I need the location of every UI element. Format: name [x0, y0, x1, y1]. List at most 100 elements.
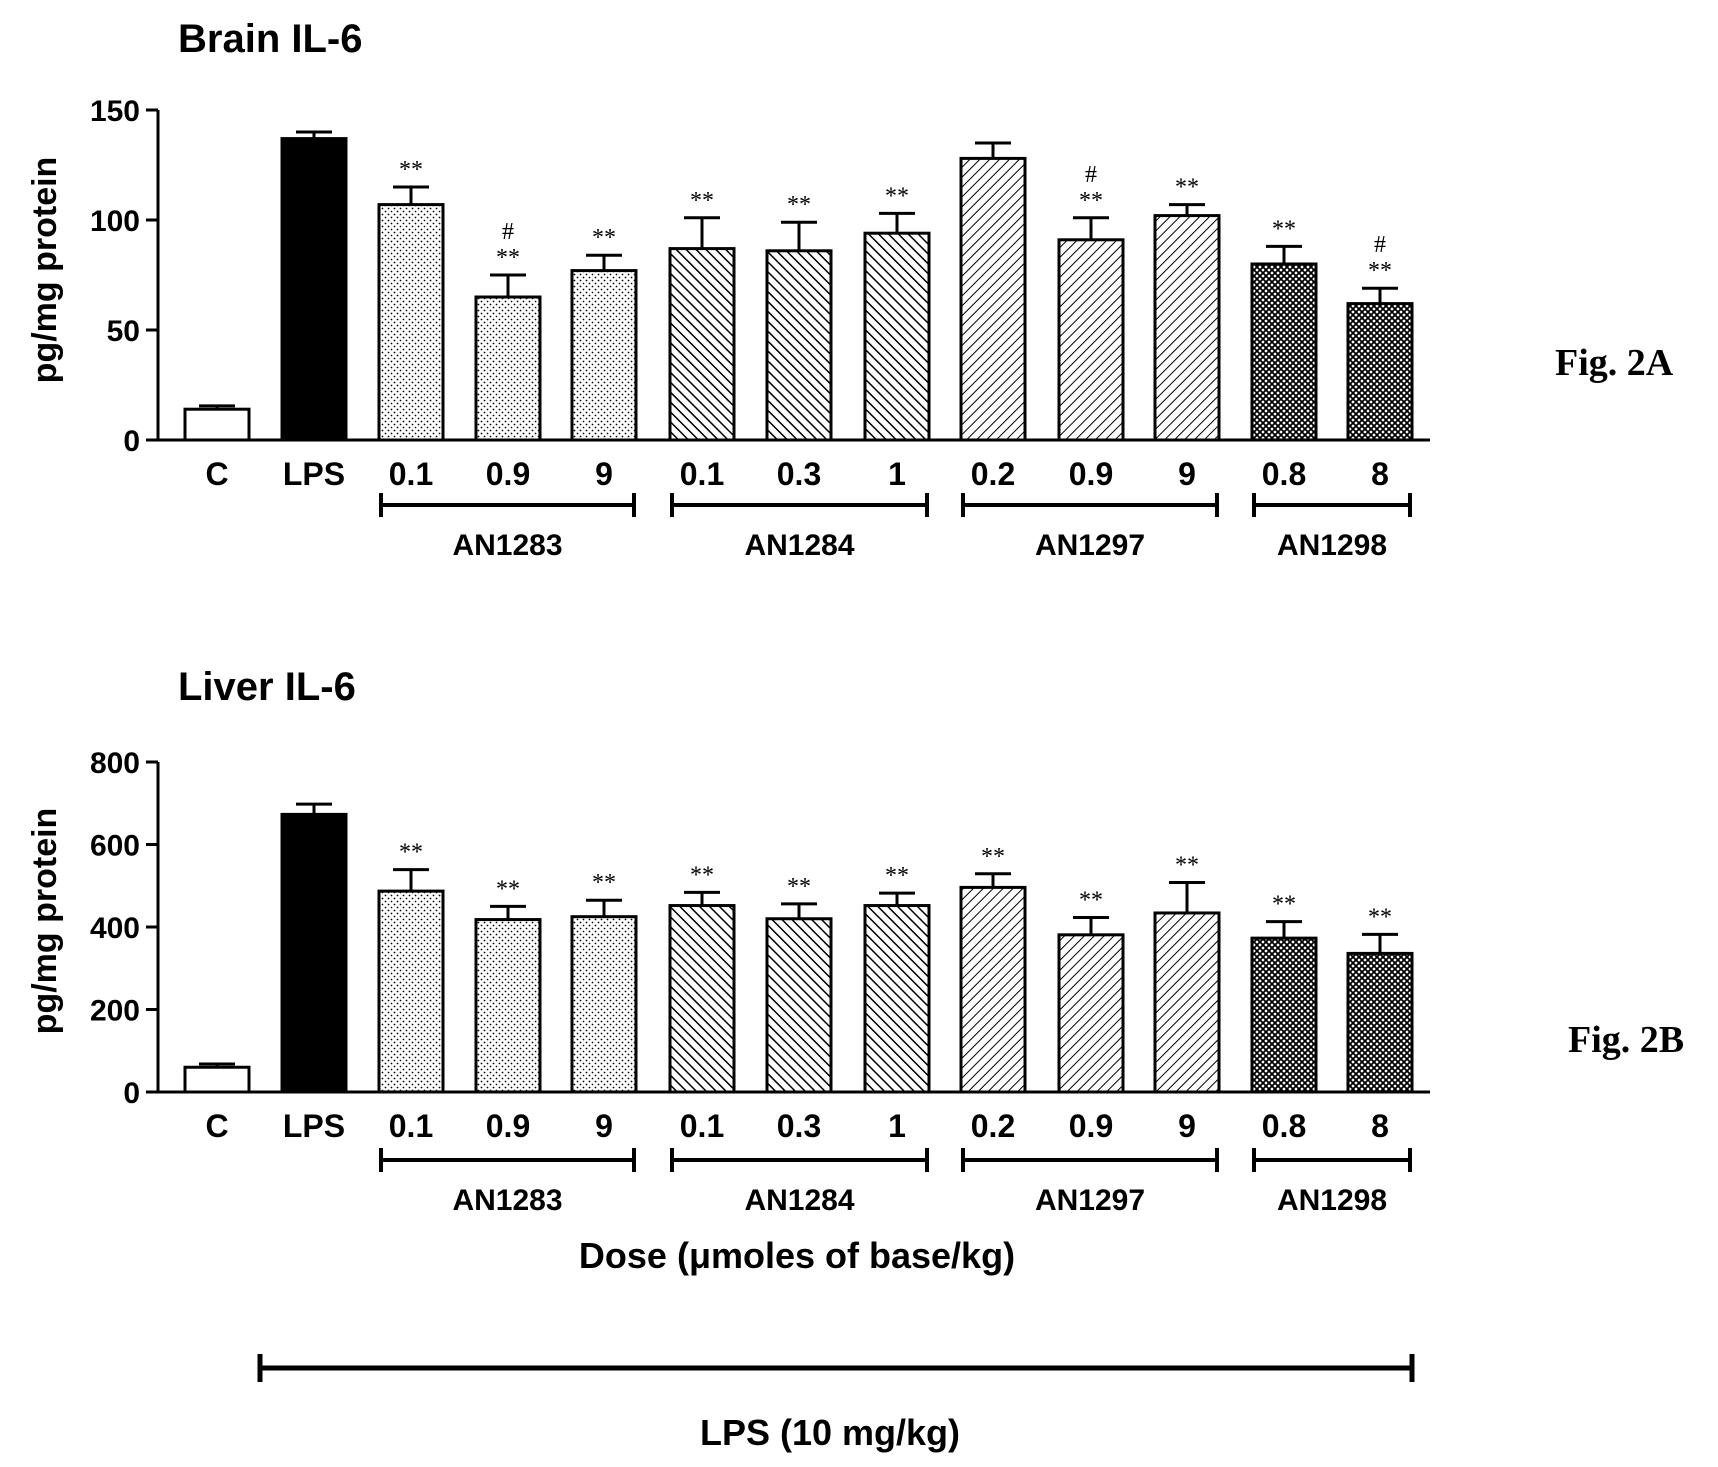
significance-marker: ** [1175, 175, 1199, 201]
category-label: 0.8 [1262, 456, 1306, 492]
significance-marker: ** [399, 840, 423, 866]
group-label: AN1283 [452, 1184, 562, 1217]
bar [474, 918, 542, 1094]
group-label: AN1297 [1035, 529, 1145, 562]
bar [280, 812, 348, 1094]
bar [280, 137, 348, 442]
bar [570, 915, 638, 1094]
bar [863, 231, 931, 442]
bar [570, 269, 638, 442]
bar [668, 904, 736, 1094]
category-label: 8 [1371, 1108, 1389, 1144]
category-label: LPS [283, 456, 345, 492]
bar [1250, 936, 1318, 1094]
significance-marker: ** [787, 192, 811, 218]
category-label: C [205, 1108, 228, 1144]
group-label: AN1297 [1035, 1184, 1145, 1217]
hash-marker: # [1374, 232, 1386, 258]
bar [1153, 911, 1221, 1094]
category-label: 0.9 [486, 1108, 530, 1144]
y-tick-label: 400 [90, 912, 140, 945]
bar [765, 249, 833, 442]
category-label: 1 [888, 1108, 906, 1144]
category-label: 0.1 [680, 456, 724, 492]
bar [959, 885, 1027, 1094]
significance-marker: ** [885, 183, 909, 209]
bar [668, 247, 736, 442]
category-label: 0.2 [971, 456, 1015, 492]
bar [377, 889, 445, 1094]
y-tick-label: 800 [90, 747, 140, 780]
category-label: 0.3 [777, 456, 821, 492]
hash-marker: # [1085, 162, 1097, 188]
y-tick-label: 0 [123, 425, 140, 458]
group-label: AN1298 [1277, 1184, 1387, 1217]
y-tick-label: 100 [90, 205, 140, 238]
liver-il6-panel: Liver IL-6 pg/mg protein Fig. 2B Dose (μ… [26, 665, 1684, 1276]
bar [863, 904, 931, 1094]
category-label: 0.1 [389, 456, 433, 492]
significance-marker: ** [690, 862, 714, 888]
significance-marker: ** [1368, 904, 1392, 930]
category-label: 0.8 [1262, 1108, 1306, 1144]
significance-marker: ** [885, 863, 909, 889]
lps-bracket: LPS (10 mg/kg) [257, 1354, 1415, 1453]
significance-marker: ** [1272, 892, 1296, 918]
category-label: 9 [1178, 456, 1196, 492]
significance-marker: ** [1079, 888, 1103, 914]
category-label: 0.9 [486, 456, 530, 492]
bar [959, 156, 1027, 442]
significance-marker: ** [981, 844, 1005, 870]
group-label: AN1283 [452, 529, 562, 562]
lps-bracket-label: LPS (10 mg/kg) [700, 1412, 960, 1453]
bar [377, 203, 445, 442]
bar [1057, 933, 1125, 1094]
category-label: LPS [283, 1108, 345, 1144]
category-label: 1 [888, 456, 906, 492]
significance-marker: ** [690, 188, 714, 214]
bar [1346, 302, 1414, 442]
bar [1057, 238, 1125, 442]
chart-title: Brain IL-6 [178, 17, 362, 61]
category-label: 9 [1178, 1108, 1196, 1144]
category-label: 0.1 [389, 1108, 433, 1144]
bar [765, 917, 833, 1094]
significance-marker: ** [1272, 216, 1296, 242]
y-tick-label: 150 [90, 95, 140, 128]
category-label: 0.3 [777, 1108, 821, 1144]
bar [183, 1065, 251, 1094]
chart-title: Liver IL-6 [178, 665, 356, 709]
y-axis-label: pg/mg protein [26, 157, 64, 384]
brain-il6-panel: Brain IL-6 pg/mg protein Fig. 2A 0 50 100 1… [26, 17, 1674, 562]
y-tick-label: 600 [90, 830, 140, 863]
significance-marker: ** [592, 870, 616, 896]
figure-label: Fig. 2B [1568, 1019, 1684, 1061]
category-label: 0.1 [680, 1108, 724, 1144]
significance-marker: ** [1368, 258, 1392, 284]
category-label: C [205, 456, 228, 492]
significance-marker: ** [496, 876, 520, 902]
group-label: AN1284 [744, 529, 854, 562]
significance-marker: ** [496, 245, 520, 271]
category-label: 9 [595, 1108, 613, 1144]
significance-marker: ** [399, 157, 423, 183]
x-axis-label: Dose (μmoles of base/kg) [579, 1235, 1015, 1276]
category-label: 0.2 [971, 1108, 1015, 1144]
y-tick-label: 50 [107, 315, 140, 348]
category-label: 0.9 [1069, 1108, 1113, 1144]
bar [183, 407, 251, 442]
figure-label: Fig. 2A [1555, 342, 1674, 384]
group-label: AN1284 [744, 1184, 854, 1217]
group-label: AN1298 [1277, 529, 1387, 562]
bar [1346, 951, 1414, 1094]
bar [1250, 262, 1318, 442]
category-label: 8 [1371, 456, 1389, 492]
significance-marker: ** [1079, 188, 1103, 214]
y-tick-label: 0 [123, 1077, 140, 1110]
significance-marker: ** [592, 225, 616, 251]
hash-marker: # [502, 219, 514, 245]
y-axis-label: pg/mg protein [26, 808, 64, 1035]
category-label: 0.9 [1069, 456, 1113, 492]
y-tick-label: 200 [90, 995, 140, 1028]
